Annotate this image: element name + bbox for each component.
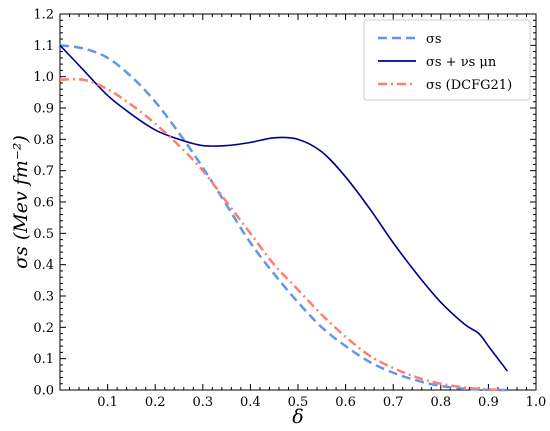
x-axis-label: δ: [292, 406, 303, 428]
x-tick-label: 0.5: [288, 395, 309, 410]
y-tick-label: 0.4: [33, 258, 54, 273]
series-line-2: [59, 77, 508, 392]
legend-label-2: σs (DCFG21): [426, 78, 512, 93]
series-line-0: [59, 44, 508, 392]
y-tick-label: 0.8: [33, 133, 54, 148]
x-tick-label: 0.1: [97, 395, 118, 410]
axis-ticks: 0.1 0.2 0.3 0.4 0.5 0.6 0.7 0.8 0.9 1.0 0.0 0.1 0.2 0…: [33, 8, 546, 411]
series-layer: [59, 44, 509, 392]
x-tick-label: 0.4: [240, 395, 261, 410]
y-tick-label: 1.2: [33, 8, 54, 23]
y-tick-label: 0.7: [33, 164, 54, 179]
legend: σs σs + νs μn σs (DCFG21): [363, 19, 531, 101]
y-tick-label: 0.1: [33, 352, 54, 367]
y-tick-label: 0.0: [33, 384, 54, 399]
x-tick-label: 0.8: [430, 395, 451, 410]
series-line-1: [59, 44, 509, 372]
x-tick-label: 0.6: [335, 395, 356, 410]
legend-box: [363, 19, 531, 101]
x-tick-label: 0.9: [478, 395, 499, 410]
x-tick-label: 0.7: [383, 395, 404, 410]
y-tick-label: 0.5: [33, 227, 54, 242]
legend-label-1: σs + νs μn: [426, 55, 497, 70]
y-tick-label: 0.6: [33, 196, 54, 211]
x-tick-label: 1.0: [526, 395, 547, 410]
y-tick-label: 1.0: [33, 70, 54, 85]
y-tick-label: 1.1: [33, 39, 54, 54]
y-tick-label: 0.2: [33, 321, 54, 336]
y-tick-label: 0.9: [33, 102, 54, 117]
y-tick-label: 0.3: [33, 290, 54, 305]
legend-label-0: σs: [426, 32, 442, 47]
x-tick-label: 0.3: [192, 395, 213, 410]
x-tick-label: 0.2: [145, 395, 166, 410]
y-axis-label: σs (Mev fm⁻²): [10, 135, 32, 269]
